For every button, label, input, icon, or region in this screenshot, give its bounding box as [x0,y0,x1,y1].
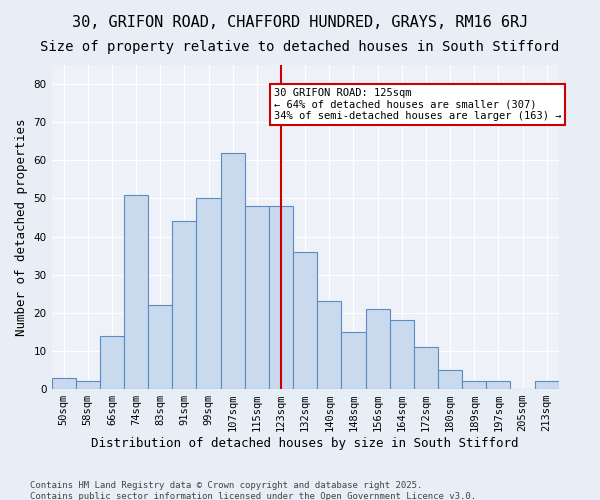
Bar [172,222,196,389]
Bar [317,302,341,389]
Bar [293,252,317,389]
Bar [365,309,390,389]
Bar [535,382,559,389]
Bar [196,198,221,389]
Text: 30 GRIFON ROAD: 125sqm
← 64% of detached houses are smaller (307)
34% of semi-de: 30 GRIFON ROAD: 125sqm ← 64% of detached… [274,88,561,121]
Bar [390,320,414,389]
Bar [462,382,487,389]
Bar [52,378,76,389]
Bar [76,382,100,389]
Text: 30, GRIFON ROAD, CHAFFORD HUNDRED, GRAYS, RM16 6RJ: 30, GRIFON ROAD, CHAFFORD HUNDRED, GRAYS… [72,15,528,30]
Bar [341,332,365,389]
Bar [438,370,462,389]
X-axis label: Distribution of detached houses by size in South Stifford: Distribution of detached houses by size … [91,437,519,450]
Text: Contains HM Land Registry data © Crown copyright and database right 2025.: Contains HM Land Registry data © Crown c… [30,481,422,490]
Bar [487,382,511,389]
Bar [414,347,438,389]
Bar [245,206,269,389]
Text: Size of property relative to detached houses in South Stifford: Size of property relative to detached ho… [40,40,560,54]
Bar [221,152,245,389]
Bar [100,336,124,389]
Bar [269,206,293,389]
Bar [124,194,148,389]
Y-axis label: Number of detached properties: Number of detached properties [15,118,28,336]
Bar [148,305,172,389]
Text: Contains public sector information licensed under the Open Government Licence v3: Contains public sector information licen… [30,492,476,500]
